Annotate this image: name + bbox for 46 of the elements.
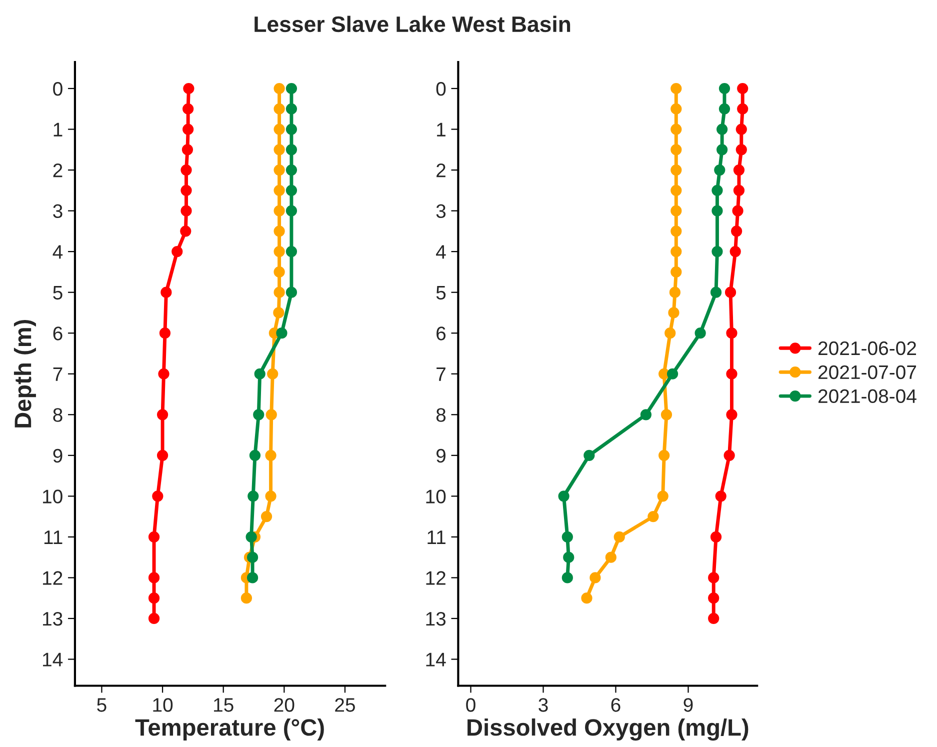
y-tick-label: 6 — [53, 326, 62, 340]
y-tick-label: 5 — [436, 286, 446, 300]
y-tick-label: 9 — [436, 448, 446, 463]
x-axis-title: Temperature (°C) — [135, 718, 324, 740]
x-tick-label: 25 — [335, 698, 355, 712]
y-tick-label: 1 — [54, 122, 62, 136]
y-tick-label: 0 — [53, 82, 62, 96]
y-tick-label: 14 — [426, 652, 446, 666]
y-tick-label: 10 — [43, 490, 62, 504]
y-tick-label: 0 — [436, 82, 446, 96]
y-tick-label: 8 — [436, 408, 446, 422]
x-tick-label: 3 — [538, 698, 548, 712]
y-tick-label: 14 — [43, 652, 63, 666]
y-tick-label: 9 — [53, 448, 62, 463]
y-tick-label: 5 — [53, 286, 62, 300]
legend-label: 2021-07-07 — [818, 365, 916, 380]
y-tick-label: 4 — [52, 245, 63, 259]
y-tick-label: 13 — [43, 612, 62, 626]
y-tick-label: 11 — [428, 530, 446, 544]
y-tick-label: 3 — [53, 204, 62, 218]
y-tick-label: 8 — [53, 408, 62, 422]
x-axis-title: Dissolved Oxygen (mg/L) — [468, 718, 748, 741]
legend-label: 2021-06-02 — [818, 341, 916, 356]
y-tick-label: 7 — [53, 368, 62, 381]
y-tick-label: 3 — [436, 204, 446, 218]
y-tick-label: 2 — [53, 164, 62, 178]
x-tick-label: 9 — [684, 698, 693, 712]
legend-label: 2021-08-04 — [818, 389, 916, 404]
x-tick-label: 20 — [274, 698, 294, 712]
x-tick-label: 5 — [97, 698, 106, 712]
y-tick-label: 11 — [44, 530, 62, 544]
y-tick-label: 4 — [436, 245, 446, 259]
x-tick-label: 15 — [214, 698, 234, 712]
x-tick-label: 6 — [611, 698, 620, 712]
y-tick-label: 13 — [426, 612, 446, 626]
y-tick-label: 12 — [426, 571, 446, 585]
y-tick-label: 1 — [437, 122, 446, 136]
y-tick-label: 12 — [43, 571, 62, 585]
y-tick-label: 7 — [436, 368, 446, 381]
chart-title: Lesser Slave Lake West Basin — [254, 16, 570, 32]
y-tick-label: 6 — [436, 326, 446, 340]
y-tick-label: 2 — [436, 164, 446, 178]
y-axis-title: Depth (m) — [14, 320, 36, 428]
x-tick-label: 10 — [153, 698, 173, 712]
y-tick-label: 10 — [426, 490, 446, 504]
x-tick-label: 0 — [466, 698, 476, 712]
